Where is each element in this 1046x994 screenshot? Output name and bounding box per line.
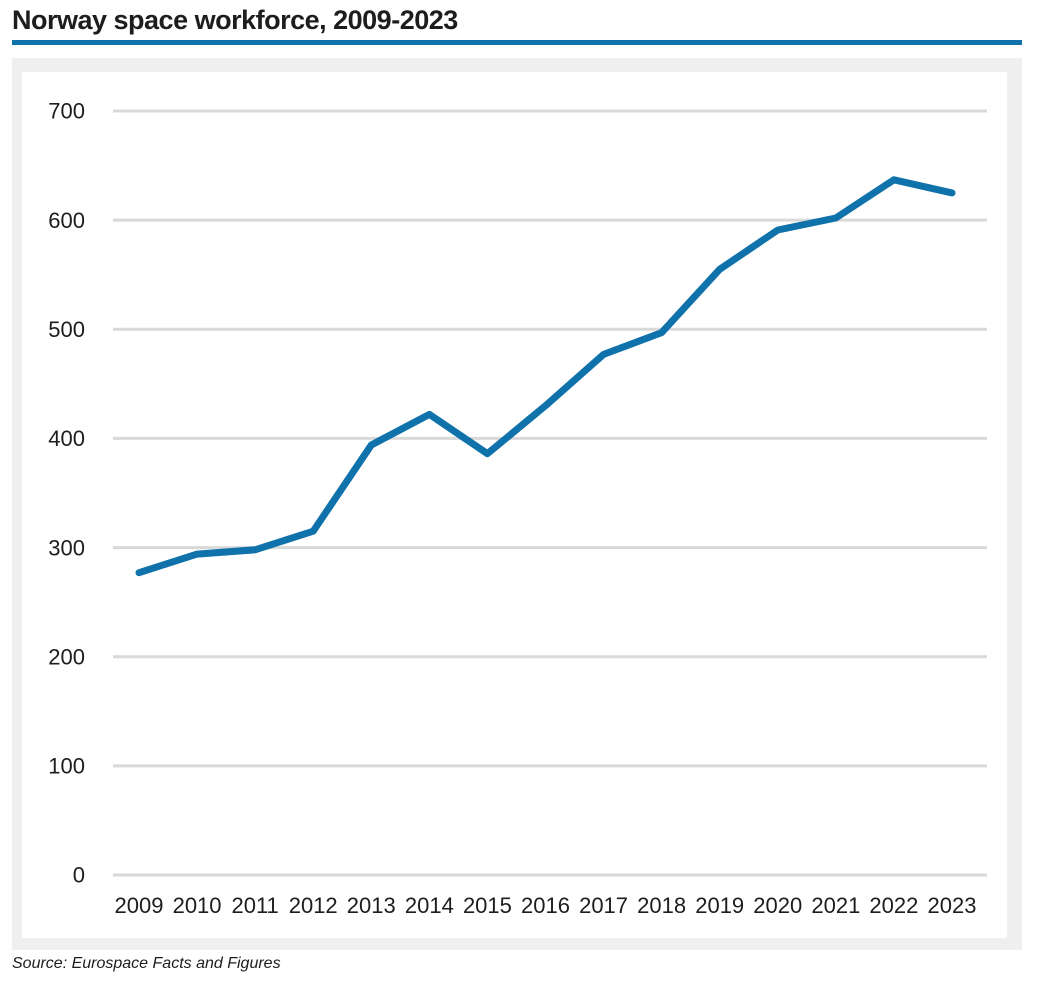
y-axis-tick-label: 300	[48, 535, 85, 560]
chart-title: Norway space workforce, 2009-2023	[12, 5, 458, 35]
x-axis-tick-label: 2021	[811, 893, 860, 918]
title-rule	[12, 40, 1022, 45]
x-axis-tick-label: 2016	[521, 893, 570, 918]
x-axis-tick-label: 2017	[579, 893, 628, 918]
x-axis-tick-label: 2012	[289, 893, 338, 918]
x-axis-tick-label: 2010	[173, 893, 222, 918]
y-axis-tick-label: 0	[73, 863, 85, 888]
source-note: Source: Eurospace Facts and Figures	[12, 955, 281, 972]
x-axis-tick-label: 2014	[405, 893, 454, 918]
y-axis-tick-label: 200	[48, 644, 85, 669]
x-axis-tick-label: 2022	[869, 893, 918, 918]
x-axis-tick-label: 2020	[753, 893, 802, 918]
x-axis-tick-label: 2009	[115, 893, 164, 918]
x-axis-tick-label: 2011	[231, 893, 278, 918]
y-axis-tick-label: 500	[48, 317, 85, 342]
y-axis-tick-label: 400	[48, 426, 85, 451]
x-axis-tick-label: 2023	[928, 893, 977, 918]
y-axis-tick-label: 100	[48, 754, 85, 779]
line-chart: 0 100 200 300 400 500 600 700 2009 2010 2011 2012 20…	[48, 99, 987, 918]
x-axis-tick-label: 2019	[695, 893, 744, 918]
x-axis-tick-label: 2015	[463, 893, 512, 918]
y-axis-tick-label: 700	[48, 99, 85, 124]
plot-area: 0 100 200 300 400 500 600 700 2009 2010 2011 2012 20…	[22, 72, 1007, 938]
data-line-series	[135, 176, 956, 577]
x-axis-tick-label: 2018	[637, 893, 686, 918]
y-axis-tick-label: 600	[48, 208, 85, 233]
x-axis-tick-label: 2013	[347, 893, 396, 918]
chart-panel: 0 100 200 300 400 500 600 700 2009 2010 2011 2012 20…	[12, 58, 1022, 950]
